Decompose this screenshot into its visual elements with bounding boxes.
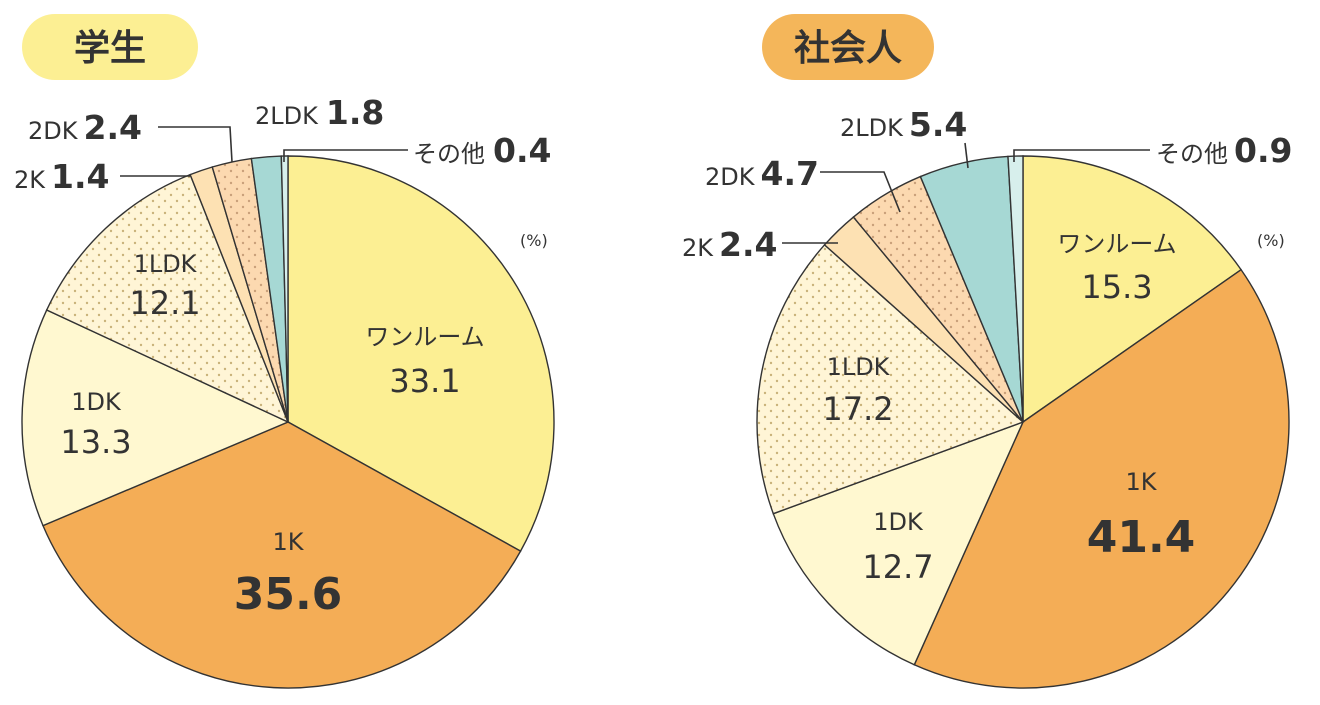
worker-label-1dk-value: 12.7 [862, 548, 933, 586]
student-callout-2dk: 2DK 2.4 [28, 108, 142, 147]
worker-title: 社会人 [794, 28, 902, 69]
student-callout-2ldk: 2LDK 1.8 [255, 93, 384, 132]
worker-slice-other [1007, 155, 1024, 423]
student-unit-label: (%) [520, 231, 548, 250]
worker-label-1ldk-value: 17.2 [822, 390, 893, 428]
worker-title-pill: 社会人 [762, 14, 934, 80]
worker-leader-2dk [820, 171, 901, 213]
student-label-1ldk-name: 1LDK [134, 250, 198, 278]
student-label-wanroom-name: ワンルーム [365, 323, 484, 351]
worker-label-1dk-name: 1DK [873, 508, 924, 536]
student-slice-1dk [21, 309, 290, 527]
student-label-1ldk-value: 12.1 [129, 284, 200, 322]
worker-label-wanroom-name: ワンルーム [1057, 230, 1176, 258]
student-label-1dk-value: 13.3 [60, 423, 131, 461]
student-slice-1ldk [45, 173, 290, 424]
worker-pie [756, 155, 1290, 689]
worker-slice-wanroom [1022, 155, 1243, 424]
student-callout-other: その他 0.4 [413, 131, 551, 170]
worker-callout-other: その他 0.9 [1156, 131, 1292, 170]
student-label-1k-name: 1K [272, 528, 304, 556]
student-title-pill: 学生 [22, 14, 198, 80]
worker-leader-other [1013, 149, 1150, 162]
worker-callout-2k: 2K 2.4 [682, 225, 777, 264]
student-leader-other [283, 149, 408, 162]
student-label-1k-value: 35.6 [234, 569, 343, 620]
worker-slice-1ldk [756, 243, 1025, 515]
worker-unit-label: (%) [1257, 231, 1285, 250]
worker-label-wanroom-value: 15.3 [1081, 268, 1152, 306]
worker-chart: 社会人 (%) ワンルーム 15.3 1K 41.4 1DK 12.7 1LDK… [682, 14, 1292, 689]
student-label-1dk-name: 1DK [71, 388, 122, 416]
student-slice-1k [42, 421, 522, 689]
worker-label-1k-value: 41.4 [1087, 512, 1196, 563]
student-chart: 学生 (%) ワンルーム 33.1 1K 35.6 1DK 13.3 1LDK … [14, 14, 555, 689]
student-label-wanroom-value: 33.1 [389, 362, 460, 400]
worker-leader-2ldk [964, 142, 969, 169]
worker-slice-1dk [772, 420, 1025, 666]
worker-callout-2dk: 2DK 4.7 [705, 154, 819, 193]
student-callout-2k: 2K 1.4 [14, 157, 109, 196]
worker-slice-1k [913, 268, 1290, 689]
worker-label-1ldk-name: 1LDK [827, 353, 891, 381]
student-slice-wanroom [287, 155, 555, 553]
worker-callout-2ldk: 2LDK 5.4 [840, 105, 967, 144]
student-leader-2dk [158, 126, 233, 163]
student-title: 学生 [74, 27, 146, 69]
student-pie [21, 155, 555, 689]
worker-label-1k-name: 1K [1125, 468, 1157, 496]
